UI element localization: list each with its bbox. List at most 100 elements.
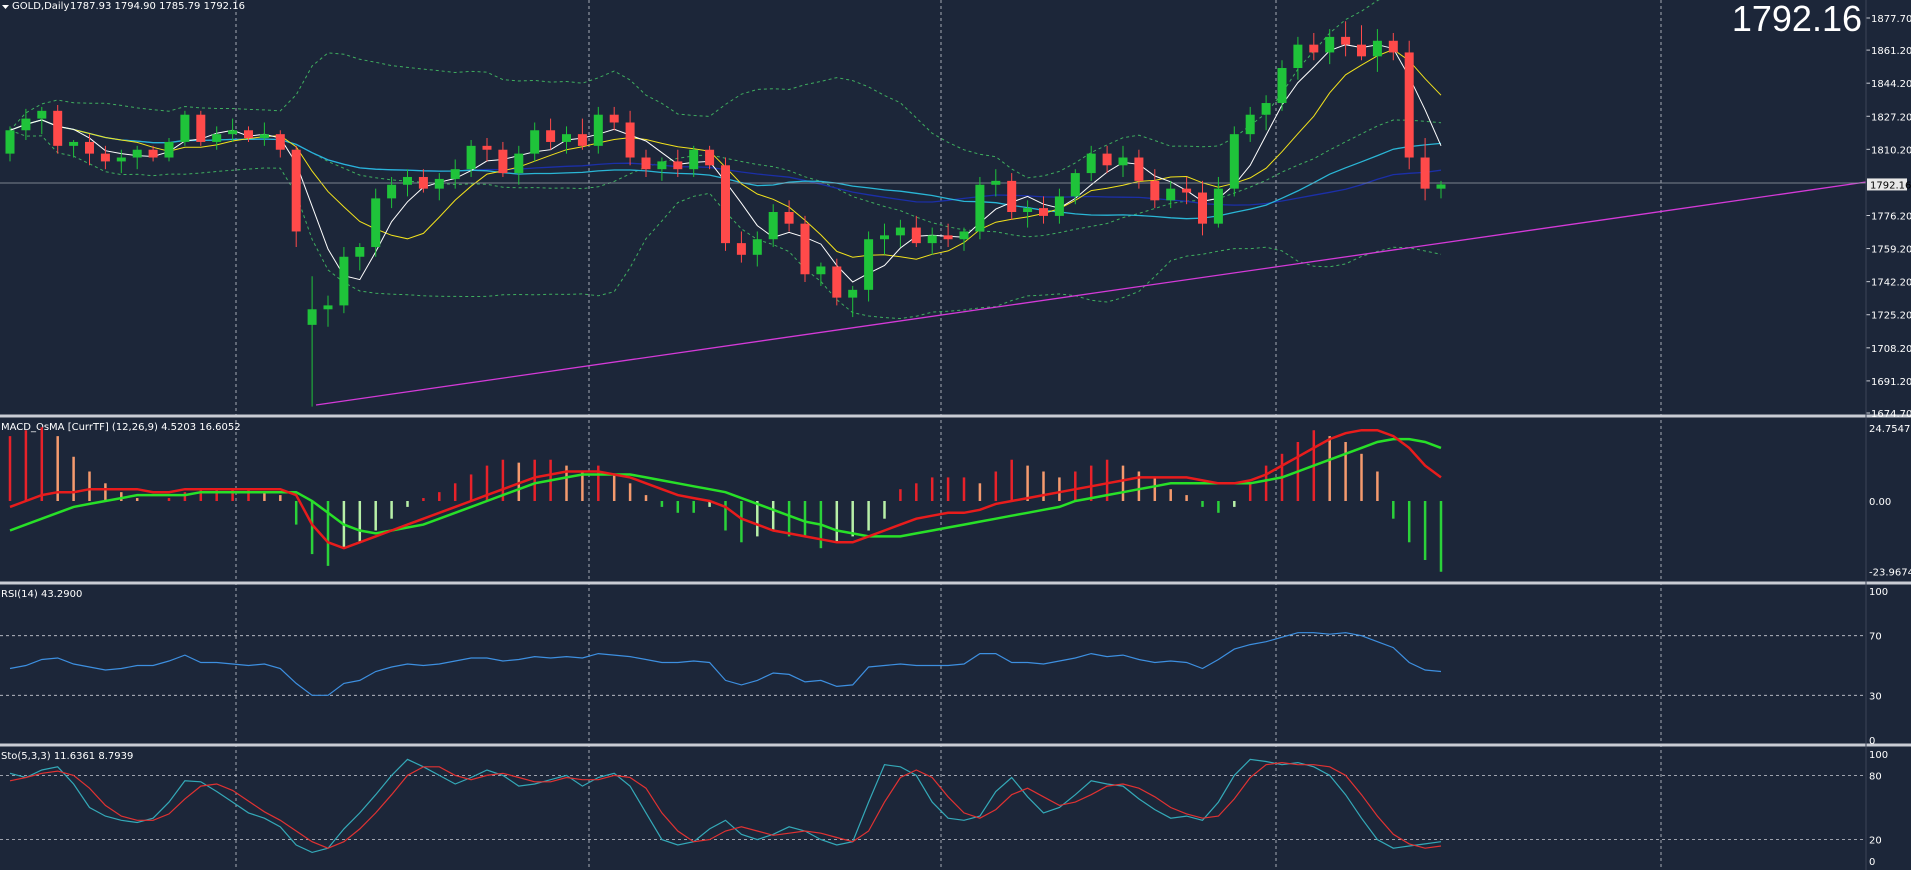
rsi-tick-label: 100: [1869, 587, 1888, 598]
price-tick-label: 1742.20: [1871, 278, 1911, 289]
candle-body: [848, 289, 858, 298]
candle-body: [546, 130, 556, 142]
candle-body: [530, 130, 540, 154]
price-tick-label: 1691.20: [1871, 377, 1911, 388]
candle-body: [816, 266, 826, 275]
candle-body: [418, 176, 428, 189]
candle-body: [180, 114, 190, 142]
candle-body: [927, 235, 937, 244]
candle-body: [387, 184, 397, 199]
candle-body: [482, 145, 492, 150]
price-tick-label: 1844.20: [1871, 79, 1911, 90]
candle-body: [1261, 103, 1271, 115]
candle-body: [1086, 153, 1096, 174]
candle-body: [609, 114, 619, 123]
candle-body: [85, 141, 94, 154]
candle-body: [323, 305, 333, 310]
candle-body: [657, 161, 667, 170]
candle-body: [1118, 157, 1128, 166]
candle-body: [37, 110, 47, 119]
candle-body: [975, 184, 985, 232]
candle-body: [1420, 157, 1430, 189]
candle-body: [943, 235, 953, 240]
candle-body: [752, 239, 762, 255]
last-price-tag: [1867, 178, 1907, 191]
candle-body: [864, 239, 874, 290]
price-panel[interactable]: 1877.70 1861.20 1844.20 1827.20 1810.20 1792.…: [0, 0, 1911, 420]
panel-separators: [0, 414, 1911, 747]
candle-body: [673, 161, 683, 170]
candle-body: [832, 266, 842, 298]
price-tick-label: 1725.20: [1871, 311, 1911, 322]
header-info: GOLD,Daily 1787.93 1794.90 1785.79 1792.…: [2, 1, 245, 12]
macd-main-line: [9, 428, 1442, 550]
candle-body: [1054, 196, 1064, 216]
candle-body: [116, 157, 126, 162]
price-tick-label: 1861.20: [1871, 46, 1911, 57]
sto-tick-label: 100: [1869, 750, 1888, 761]
sto-lines: [9, 758, 1442, 854]
candle-body: [577, 134, 587, 146]
candle-body: [1325, 36, 1335, 53]
price-tick-label: 1776.20: [1871, 212, 1911, 223]
candle-body: [69, 141, 79, 146]
upper-band: [9, 0, 1380, 179]
candle-body: [1309, 44, 1319, 53]
candle-body: [371, 198, 381, 248]
macd-tick-label: 0.00: [1869, 497, 1891, 508]
candle-body: [736, 243, 746, 255]
candle-body: [593, 114, 603, 146]
candle-body: [466, 145, 476, 170]
support-trendline[interactable]: [315, 181, 1867, 406]
ohlc-values: 1787.93 1794.90 1785.79 1792.16: [70, 1, 245, 12]
candle-body: [641, 157, 651, 170]
candle-body: [784, 211, 794, 224]
candle-body: [164, 141, 174, 158]
rsi-tick-label: 0: [1869, 736, 1875, 747]
candle-body: [1293, 44, 1303, 69]
rsi-tick-label: 30: [1869, 691, 1882, 702]
candle-body: [768, 211, 778, 240]
sto-title: Sto(5,3,3) 11.6361 8.7939: [1, 751, 133, 762]
rsi-panel[interactable]: RSI(14) 43.2900 100 70 30 0: [0, 587, 1888, 747]
price-tick-label: 1759.20: [1871, 245, 1911, 256]
candle-body: [132, 149, 142, 158]
symbol-label: GOLD,Daily: [12, 1, 69, 12]
candlesticks: [5, 21, 1446, 407]
candle-body: [1341, 36, 1351, 45]
stochastic-panel[interactable]: Sto(5,3,3) 11.6361 8.7939 100 80 20 0: [0, 750, 1888, 868]
price-tick-label: 1674.70: [1871, 409, 1911, 420]
candle-body: [895, 227, 905, 236]
last-price-readout: 1792.16: [1732, 0, 1862, 39]
candle-body: [721, 165, 730, 244]
candle-body: [228, 130, 238, 135]
candle-body: [403, 176, 412, 185]
dropdown-triangle-icon[interactable]: [2, 5, 9, 9]
macd-panel[interactable]: MACD_OsMA [CurrTF] (12,26,9) 4.5203 16.6…: [1, 422, 1911, 579]
candle-body: [259, 134, 269, 139]
macd-tick-label: 24.7547: [1869, 424, 1910, 435]
candle-body: [339, 256, 349, 306]
candle-body: [1102, 153, 1112, 166]
candle-body: [5, 130, 15, 154]
candle-body: [434, 178, 444, 189]
candle-body: [1245, 114, 1255, 135]
sto-signal-line: [9, 761, 1442, 849]
sto-main-line: [9, 758, 1442, 854]
candle-body: [1372, 40, 1382, 57]
candle-body: [1039, 208, 1048, 216]
candle-body: [212, 134, 222, 142]
rsi-line: [9, 632, 1442, 696]
sto-axis: 100 80 20 0: [1869, 750, 1888, 868]
sto-tick-label: 0: [1869, 857, 1875, 868]
candle-body: [514, 153, 524, 174]
candle-body: [275, 134, 285, 150]
candle-body: [1007, 180, 1017, 212]
rsi-axis: 100 70 30 0: [1869, 587, 1888, 747]
candle-body: [1070, 173, 1080, 197]
candle-body: [1277, 68, 1287, 104]
candle-body: [100, 153, 110, 162]
candle-body: [705, 149, 715, 166]
